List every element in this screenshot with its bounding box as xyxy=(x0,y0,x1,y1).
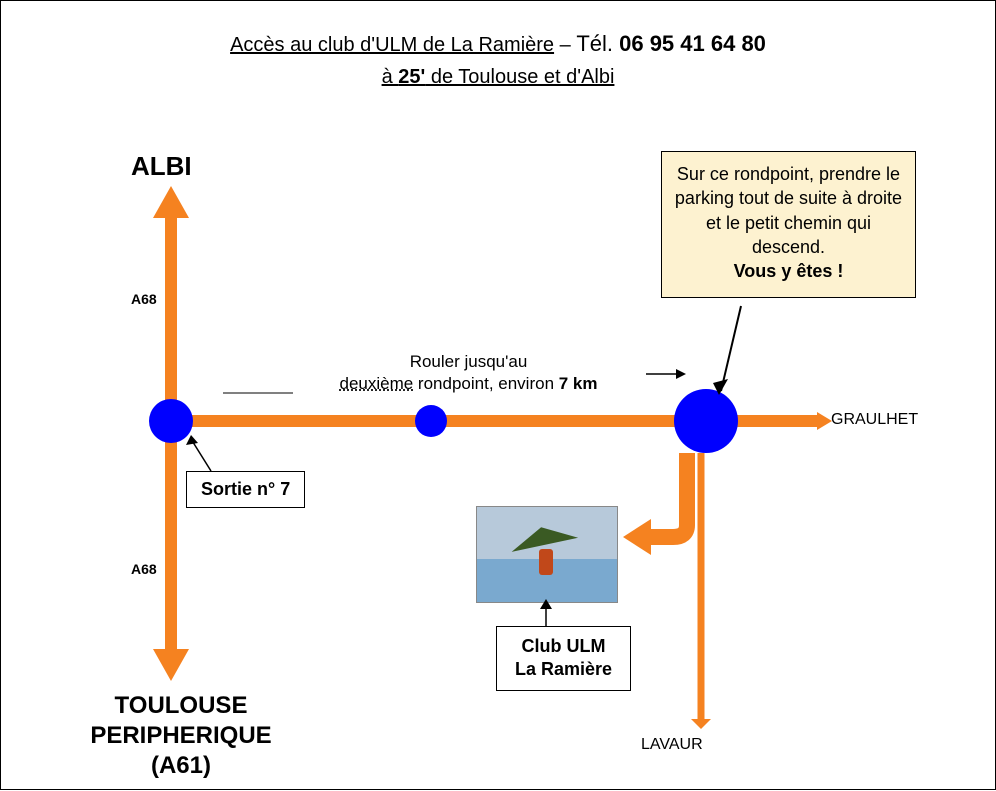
drive-note: Rouler jusqu'au deuxième rondpoint, envi… xyxy=(296,351,641,395)
label-albi: ALBI xyxy=(131,151,192,182)
label-lavaur: LAVAUR xyxy=(641,736,703,754)
pilot-icon xyxy=(539,549,553,575)
toulouse-l3: (A61) xyxy=(151,752,211,779)
label-toulouse: TOULOUSE PERIPHERIQUE (A61) xyxy=(61,691,301,781)
title-tel-label: Tél. xyxy=(576,31,619,56)
hang-glider-icon xyxy=(508,520,578,552)
info-strong: Vous y êtes ! xyxy=(734,261,844,281)
label-graulhet: GRAULHET xyxy=(831,411,918,429)
info-callout-box: Sur ce rondpoint, prendre le parking tou… xyxy=(661,151,916,298)
note-post: rondpoint, environ xyxy=(413,374,559,393)
title-dash: – xyxy=(554,34,576,56)
title-phone: 06 95 41 64 80 xyxy=(619,31,766,56)
exit-number-box: Sortie n° 7 xyxy=(186,471,305,508)
access-map-page: Accès au club d'ULM de La Ramière – Tél.… xyxy=(0,0,996,790)
note-pre: Rouler jusqu'au xyxy=(410,352,528,371)
title-line-1: Accès au club d'ULM de La Ramière – Tél.… xyxy=(1,31,995,57)
title2-suffix: de Toulouse et d'Albi xyxy=(425,66,614,88)
info-text: Sur ce rondpoint, prendre le parking tou… xyxy=(675,164,902,257)
label-a68-bottom: A68 xyxy=(131,561,157,577)
title2-prefix: à xyxy=(382,66,399,88)
toulouse-l1: TOULOUSE xyxy=(115,692,248,719)
club-box: Club ULM La Ramière xyxy=(496,626,631,691)
ulm-photo xyxy=(476,506,618,603)
title2-bold: 25' xyxy=(398,66,425,88)
note-bold: 7 km xyxy=(559,374,598,393)
club-l2: La Ramière xyxy=(515,659,612,679)
title-line-2: à 25' de Toulouse et d'Albi xyxy=(1,66,995,89)
note-underlined: deuxième xyxy=(339,374,413,393)
title-access: Accès au club d'ULM de La Ramière xyxy=(230,34,554,56)
toulouse-l2: PERIPHERIQUE xyxy=(90,722,271,749)
club-l1: Club ULM xyxy=(522,636,606,656)
label-a68-top: A68 xyxy=(131,291,157,307)
